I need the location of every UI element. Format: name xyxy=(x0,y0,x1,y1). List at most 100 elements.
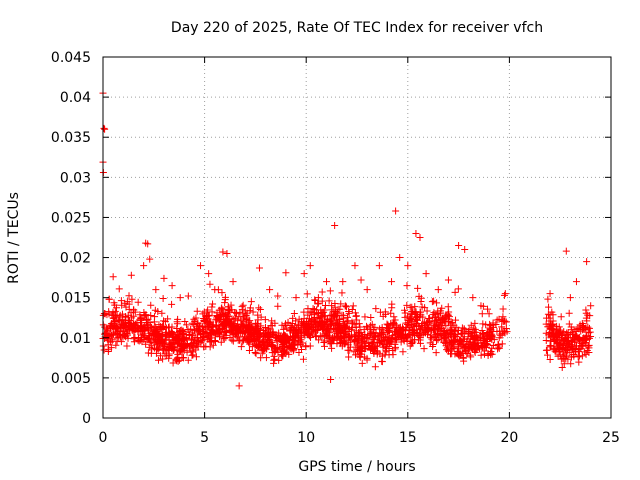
data-point xyxy=(299,321,307,329)
data-point xyxy=(159,332,167,340)
data-point xyxy=(173,320,181,328)
data-point xyxy=(300,270,308,278)
data-point xyxy=(285,350,293,358)
data-point xyxy=(576,336,584,344)
data-point xyxy=(128,295,136,303)
data-point xyxy=(338,289,346,297)
data-point xyxy=(440,330,448,338)
data-point xyxy=(563,329,571,337)
data-point xyxy=(434,286,442,294)
data-point xyxy=(260,326,268,334)
data-point xyxy=(278,321,286,329)
data-point xyxy=(434,307,442,315)
data-point xyxy=(437,321,445,329)
y-tick-label: 0.015 xyxy=(51,291,91,307)
data-point xyxy=(584,342,592,350)
data-point xyxy=(245,346,253,354)
data-point xyxy=(251,348,259,356)
data-point xyxy=(337,300,345,308)
data-point xyxy=(570,350,578,358)
data-point xyxy=(480,334,488,342)
data-point xyxy=(206,280,214,288)
data-point xyxy=(360,342,368,350)
data-point xyxy=(246,317,254,325)
data-point xyxy=(252,319,260,327)
data-point xyxy=(326,318,334,326)
data-point xyxy=(360,326,368,334)
data-point xyxy=(200,318,208,326)
data-point xyxy=(281,339,289,347)
data-point xyxy=(466,338,474,346)
data-point xyxy=(490,323,498,331)
data-point xyxy=(378,357,386,365)
data-point xyxy=(234,317,242,325)
y-tick-label: 0.04 xyxy=(60,90,91,106)
data-point xyxy=(420,345,428,353)
data-point xyxy=(404,262,412,270)
data-point xyxy=(159,355,167,363)
data-point xyxy=(488,344,496,352)
data-point xyxy=(372,343,380,351)
data-point xyxy=(282,269,290,277)
data-point xyxy=(544,310,552,318)
x-tick-label: 20 xyxy=(500,430,518,446)
data-point xyxy=(229,337,237,345)
data-point xyxy=(309,305,317,313)
data-point xyxy=(549,311,557,319)
data-point xyxy=(408,331,416,339)
data-point xyxy=(216,333,224,341)
data-point xyxy=(205,270,213,278)
data-point xyxy=(430,297,438,305)
data-point xyxy=(432,334,440,342)
data-point xyxy=(381,308,389,316)
data-point xyxy=(255,342,263,350)
data-point xyxy=(454,345,462,353)
data-point xyxy=(189,351,197,359)
data-point xyxy=(455,242,463,250)
data-point xyxy=(466,351,474,359)
data-point xyxy=(159,322,167,330)
data-point xyxy=(176,294,184,302)
data-point xyxy=(571,338,579,346)
data-point xyxy=(131,326,139,334)
data-point xyxy=(204,306,212,314)
data-point xyxy=(332,326,340,334)
data-point xyxy=(376,337,384,345)
data-point xyxy=(247,298,255,306)
data-point xyxy=(242,334,250,342)
data-point xyxy=(549,317,557,325)
data-point xyxy=(387,309,395,317)
data-point xyxy=(155,344,163,352)
data-point xyxy=(221,299,229,307)
data-point xyxy=(572,331,580,339)
data-point xyxy=(477,351,485,359)
data-point xyxy=(289,347,297,355)
data-point xyxy=(215,329,223,337)
data-point xyxy=(266,286,274,294)
data-point xyxy=(401,313,409,321)
data-point xyxy=(542,337,550,345)
data-point xyxy=(151,334,159,342)
data-point xyxy=(433,299,441,307)
data-point xyxy=(325,297,333,305)
data-point xyxy=(181,317,189,325)
x-tick-label: 5 xyxy=(200,430,209,446)
data-point xyxy=(257,313,265,321)
data-point xyxy=(172,334,180,342)
data-point xyxy=(212,330,220,338)
data-point xyxy=(415,332,423,340)
data-point xyxy=(134,298,142,306)
data-point xyxy=(355,331,363,339)
data-point xyxy=(221,319,229,327)
y-tick-label: 0.045 xyxy=(51,50,91,66)
x-axis-label: GPS time / hours xyxy=(298,459,415,475)
data-point xyxy=(209,341,217,349)
data-point xyxy=(356,353,364,361)
data-point xyxy=(212,322,220,330)
data-point xyxy=(235,328,243,336)
data-point xyxy=(573,332,581,340)
data-point xyxy=(255,333,263,341)
data-point xyxy=(321,330,329,338)
data-point xyxy=(398,334,406,342)
data-point xyxy=(289,329,297,337)
